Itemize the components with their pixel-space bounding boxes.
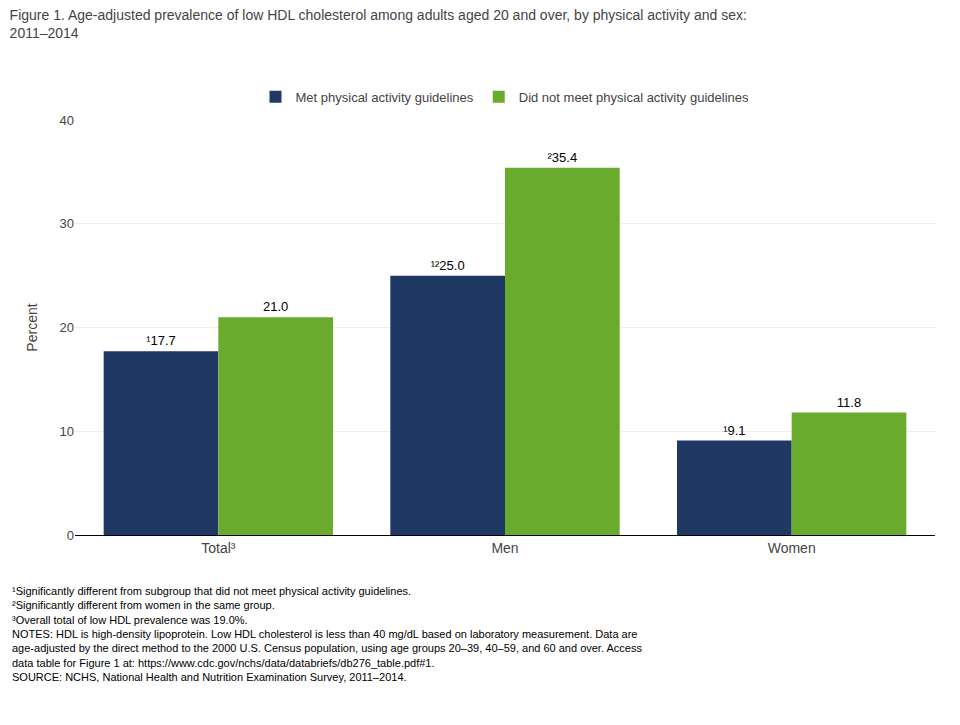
svg-text:Men: Men bbox=[491, 540, 518, 556]
svg-text:Women: Women bbox=[768, 540, 816, 556]
svg-text:¹9.1: ¹9.1 bbox=[723, 423, 745, 438]
svg-text:0: 0 bbox=[67, 528, 74, 543]
svg-text:10: 10 bbox=[60, 424, 74, 439]
svg-text:Met physical activity guidelin: Met physical activity guidelines bbox=[296, 90, 474, 105]
svg-text:Did not meet physical activity: Did not meet physical activity guideline… bbox=[519, 90, 749, 105]
svg-text:Figure 1. Age-adjusted prevale: Figure 1. Age-adjusted prevalence of low… bbox=[10, 7, 747, 41]
svg-text:²35.4: ²35.4 bbox=[548, 150, 578, 165]
svg-text:Percent: Percent bbox=[24, 303, 40, 351]
svg-text:40: 40 bbox=[60, 113, 74, 128]
svg-text:21.0: 21.0 bbox=[263, 299, 288, 314]
svg-text:¹17.7: ¹17.7 bbox=[146, 333, 176, 348]
svg-text:20: 20 bbox=[60, 320, 74, 335]
svg-text:Total³: Total³ bbox=[201, 540, 236, 556]
svg-text:¹Significantly different from: ¹Significantly different from subgroup t… bbox=[12, 585, 642, 683]
svg-text:30: 30 bbox=[60, 216, 74, 231]
svg-text:¹²25.0: ¹²25.0 bbox=[431, 258, 465, 273]
svg-text:11.8: 11.8 bbox=[837, 395, 861, 410]
